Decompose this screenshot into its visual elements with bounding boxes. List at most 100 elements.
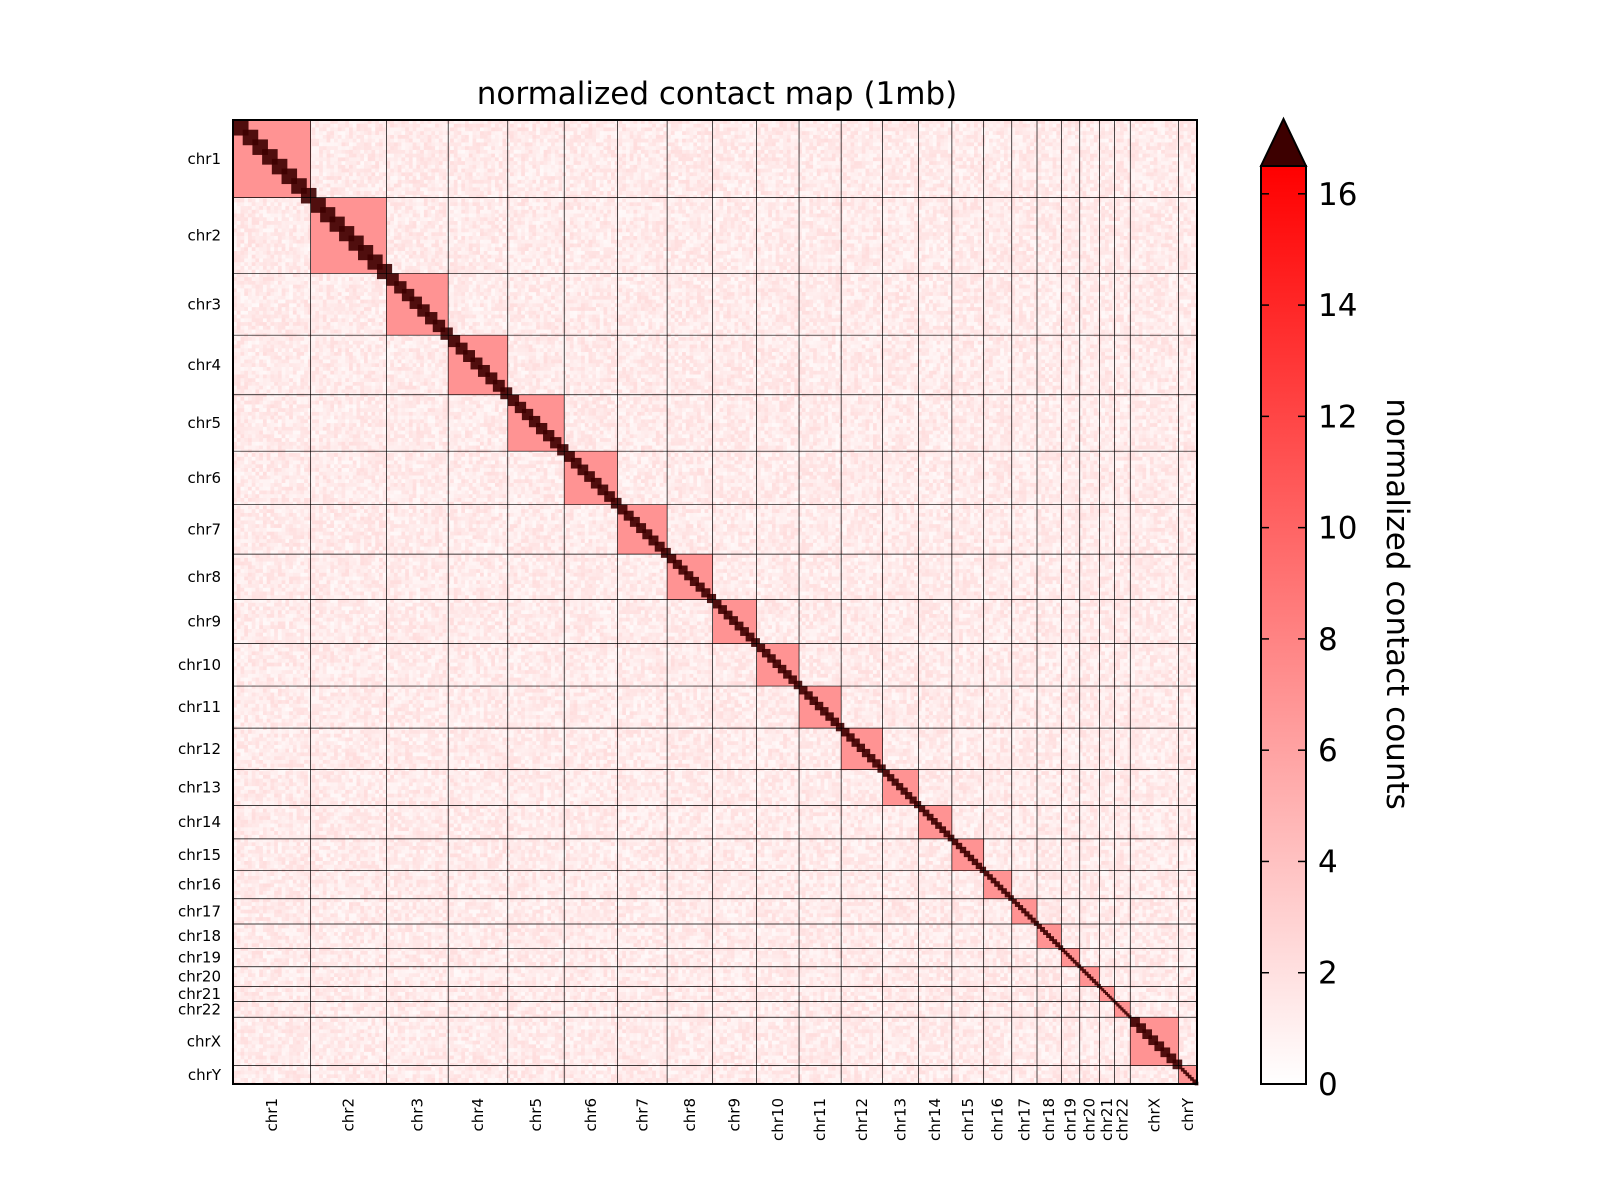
contact-bin bbox=[1068, 139, 1072, 143]
contact-bin bbox=[851, 131, 855, 135]
contact-bin bbox=[985, 135, 989, 139]
contact-bin bbox=[948, 154, 952, 158]
contact-bin bbox=[1169, 127, 1173, 131]
contact-bin bbox=[1180, 124, 1184, 128]
contact-bin bbox=[738, 127, 742, 131]
contact-bin bbox=[720, 131, 724, 135]
contact-bin bbox=[409, 139, 413, 143]
contact-bin bbox=[544, 150, 548, 154]
contact-bin bbox=[996, 124, 1000, 128]
contact-bin bbox=[607, 154, 611, 158]
contact-bin bbox=[439, 135, 443, 139]
contact-bin bbox=[761, 124, 765, 128]
contact-bin bbox=[925, 157, 929, 161]
contact-bin bbox=[1094, 150, 1098, 154]
contact-bin bbox=[1090, 131, 1094, 135]
contact-bin bbox=[473, 154, 477, 158]
contact-bin bbox=[615, 146, 619, 150]
contact-bin bbox=[959, 127, 963, 131]
contact-bin bbox=[592, 146, 596, 150]
contact-bin bbox=[720, 157, 724, 161]
contact-bin bbox=[963, 124, 967, 128]
contact-bin bbox=[327, 154, 331, 158]
contact-bin bbox=[495, 135, 499, 139]
contact-bin bbox=[544, 157, 548, 161]
contact-bin bbox=[791, 142, 795, 146]
contact-bin bbox=[865, 124, 869, 128]
contact-bin bbox=[940, 135, 944, 139]
contact-bin bbox=[967, 154, 971, 158]
contact-bin bbox=[1004, 157, 1008, 161]
contact-bin bbox=[768, 124, 772, 128]
contact-bin bbox=[547, 146, 551, 150]
contact-bin bbox=[929, 150, 933, 154]
contact-bin bbox=[1191, 139, 1195, 143]
contact-bin bbox=[514, 139, 518, 143]
contact-bin bbox=[768, 150, 772, 154]
contact-bin bbox=[439, 157, 443, 161]
contact-bin bbox=[517, 150, 521, 154]
contact-bin bbox=[353, 146, 357, 150]
contact-bin bbox=[585, 135, 589, 139]
contact-bin bbox=[555, 135, 559, 139]
contact-bin bbox=[443, 135, 447, 139]
contact-bin bbox=[933, 142, 937, 146]
contact-bin bbox=[420, 157, 424, 161]
contact-bin bbox=[319, 142, 323, 146]
contact-bin bbox=[1086, 150, 1090, 154]
contact-bin bbox=[686, 154, 690, 158]
contact-bin bbox=[648, 154, 652, 158]
contact-bin bbox=[892, 157, 896, 161]
contact-bin bbox=[1019, 131, 1023, 135]
contact-bin bbox=[637, 135, 641, 139]
contact-bin bbox=[1015, 142, 1019, 146]
contact-bin bbox=[974, 146, 978, 150]
contact-bin bbox=[596, 150, 600, 154]
contact-bin bbox=[611, 139, 615, 143]
contact-bin bbox=[843, 142, 847, 146]
contact-bin bbox=[944, 150, 948, 154]
contact-bin bbox=[630, 139, 634, 143]
contact-bin bbox=[895, 154, 899, 158]
contact-bin bbox=[439, 124, 443, 128]
contact-bin bbox=[854, 154, 858, 158]
contact-bin bbox=[648, 124, 652, 128]
contact-bin bbox=[922, 131, 926, 135]
contact-bin bbox=[1038, 124, 1042, 128]
contact-bin bbox=[547, 154, 551, 158]
contact-bin bbox=[708, 139, 712, 143]
contact-bin bbox=[817, 154, 821, 158]
contact-bin bbox=[697, 124, 701, 128]
contact-bin bbox=[312, 135, 316, 139]
contact-bin bbox=[371, 127, 375, 131]
contact-bin bbox=[379, 139, 383, 143]
contact-bin bbox=[312, 157, 316, 161]
contact-bin bbox=[641, 157, 645, 161]
contact-bin bbox=[682, 154, 686, 158]
contact-bin bbox=[862, 146, 866, 150]
contact-bin bbox=[1071, 127, 1075, 131]
contact-bin bbox=[1142, 135, 1146, 139]
contact-bin bbox=[1142, 124, 1146, 128]
contact-bin bbox=[1053, 146, 1057, 150]
contact-bin bbox=[1131, 157, 1135, 161]
contact-bin bbox=[1127, 146, 1131, 150]
contact-bin bbox=[1165, 157, 1169, 161]
contact-bin bbox=[544, 139, 548, 143]
contact-bin bbox=[574, 150, 578, 154]
contact-bin bbox=[491, 131, 495, 135]
contact-bin bbox=[1015, 135, 1019, 139]
contact-bin bbox=[985, 142, 989, 146]
contact-bin bbox=[1161, 139, 1165, 143]
contact-bin bbox=[1060, 135, 1064, 139]
contact-bin bbox=[1150, 135, 1154, 139]
contact-bin bbox=[532, 135, 536, 139]
contact-bin bbox=[547, 142, 551, 146]
contact-bin bbox=[824, 157, 828, 161]
contact-bin bbox=[319, 131, 323, 135]
contact-bin bbox=[708, 154, 712, 158]
contact-bin bbox=[690, 142, 694, 146]
contact-bin bbox=[371, 157, 375, 161]
contact-bin bbox=[345, 135, 349, 139]
contact-bin bbox=[319, 154, 323, 158]
